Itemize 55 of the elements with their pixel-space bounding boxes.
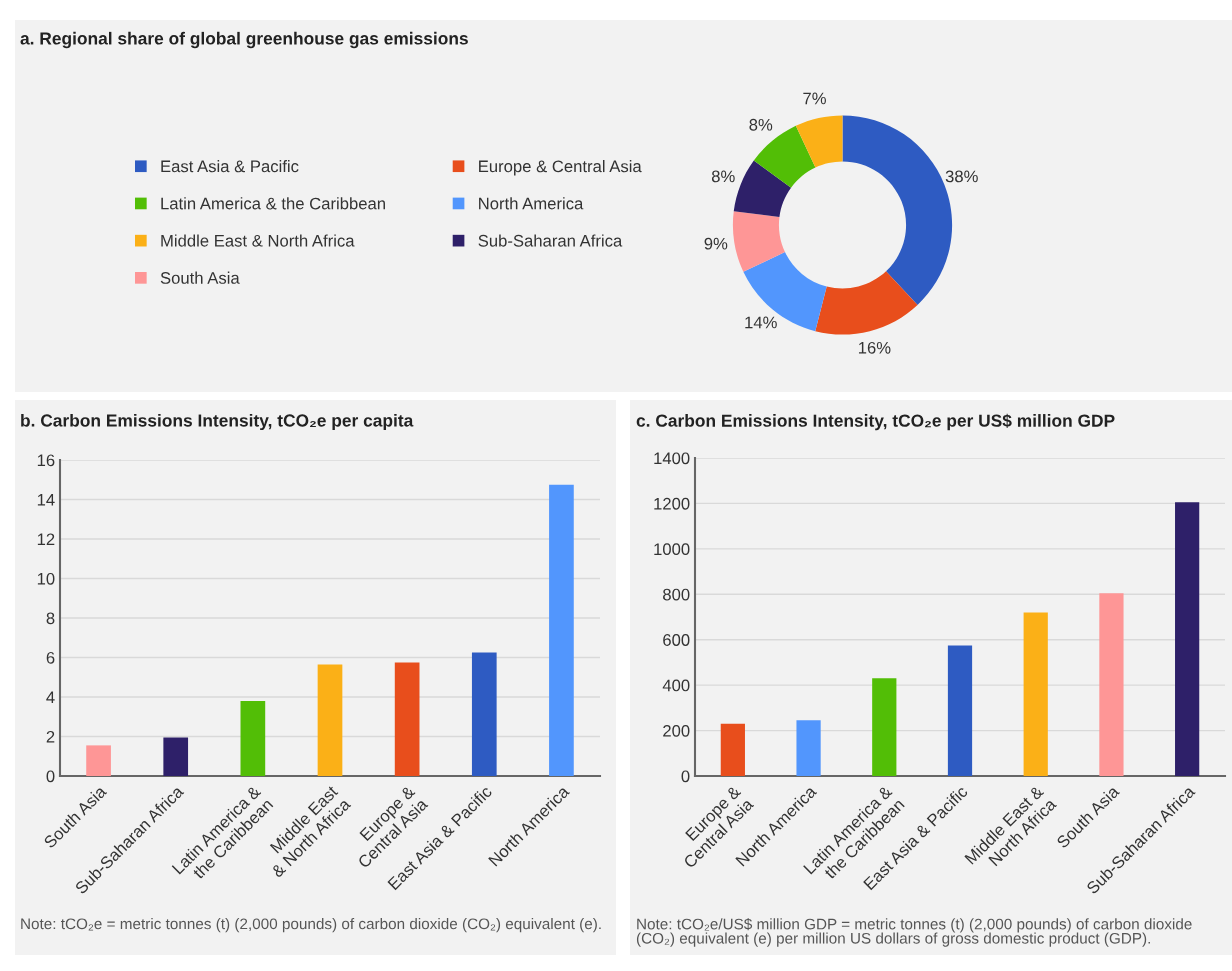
chart-title: b. Carbon Emissions Intensity, tCO₂e per capita [21, 413, 414, 431]
bar [1175, 502, 1200, 776]
legend-label: Europe & Central Asia [479, 160, 642, 176]
y-tick-label: 800 [663, 588, 690, 601]
chart-title: c. Carbon Emissions Intensity, tCO₂e per US$ million GDP [636, 413, 1115, 431]
legend-label: Latin America & the Caribbean [161, 197, 385, 210]
y-tick-label: 600 [663, 634, 690, 646]
bar [872, 678, 897, 776]
y-tick-label: 12 [37, 533, 55, 546]
legend-label: North America [479, 197, 584, 210]
data-label: 38% [945, 170, 978, 183]
donut-slice [795, 115, 843, 168]
bar [317, 664, 343, 776]
bar [86, 745, 111, 776]
y-tick-label: 2 [46, 730, 55, 743]
donut-slice [732, 211, 785, 272]
data-label: 8% [711, 170, 735, 183]
data-label: 14% [745, 316, 777, 329]
y-tick-label: 4 [46, 691, 55, 704]
bar [1099, 593, 1124, 776]
legend-label: Middle East & North Africa [161, 234, 355, 247]
bar [1023, 612, 1048, 776]
donut-slice [743, 252, 827, 332]
y-tick-label: 10 [37, 572, 55, 585]
y-tick-label: 1200 [654, 497, 690, 510]
data-label: 16% [858, 341, 891, 354]
text: Note: tCO₂e/US$ million GDP = metric tonnes (t) (2,000 pounds) of carbon dioxide (CO₂) equivalent (e) per million US dollars of gross domestic product (GDP). [636, 918, 1192, 947]
y-tick-label: 0 [681, 770, 690, 783]
chart-title: a. Regional share of global greenhouse gas emissions [20, 31, 468, 49]
bar [796, 720, 821, 776]
y-tick-label: 1400 [654, 452, 690, 465]
bar [394, 662, 420, 776]
donut-slice [733, 160, 792, 218]
data-label: 8% [749, 118, 773, 131]
data-label: 9% [704, 237, 728, 250]
legend-label: Sub-Saharan Africa [478, 234, 623, 247]
bar [947, 645, 973, 776]
y-tick-label: 6 [46, 651, 55, 664]
data-label: 7% [803, 92, 826, 105]
bar [163, 737, 189, 776]
y-tick-label: 200 [663, 724, 690, 737]
legend-label: South Asia [160, 271, 240, 284]
text: Note: tCO₂e = metric tonnes (t) (2,000 pounds) of carbon dioxide (CO₂) equivalent (e). [21, 918, 601, 933]
y-tick-label: 0 [46, 770, 55, 783]
y-tick-label: 400 [662, 679, 690, 692]
y-tick-label: 8 [46, 612, 55, 625]
y-tick-label: 16 [37, 454, 55, 467]
bar [240, 700, 266, 776]
donut-slice [815, 271, 918, 335]
bar [720, 723, 745, 776]
bar [549, 484, 574, 776]
legend-label: East Asia & Pacific [161, 160, 299, 173]
y-tick-label: 1000 [654, 543, 690, 556]
y-tick-label: 14 [37, 494, 55, 506]
bar [471, 652, 497, 776]
